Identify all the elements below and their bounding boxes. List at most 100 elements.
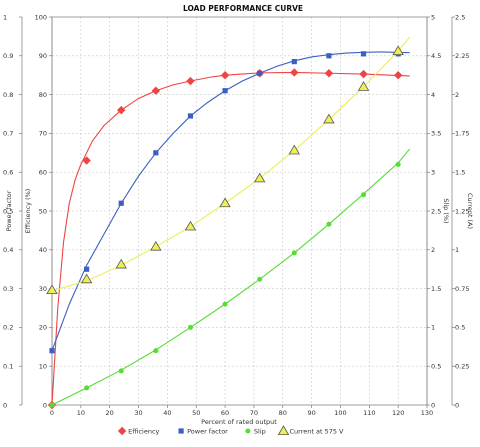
current-axis-tick-label: 2.5 bbox=[455, 13, 465, 21]
efficiency-point bbox=[186, 76, 195, 86]
current-at-575-v-point bbox=[323, 113, 335, 124]
x-tick-label: 30 bbox=[134, 409, 142, 417]
power-factor-axis-tick-label: 0.6 bbox=[3, 169, 13, 177]
x-tick-label: 50 bbox=[192, 409, 200, 417]
x-axis-title: Percent of rated output bbox=[201, 418, 277, 426]
slip-axis-tick-label: 3.5 bbox=[431, 130, 441, 138]
slip-axis-tick-label: 2 bbox=[431, 246, 435, 254]
x-tick-label: 10 bbox=[77, 409, 85, 417]
current-at-575-v-point bbox=[288, 144, 301, 155]
slip-point bbox=[291, 250, 297, 256]
slip-point bbox=[84, 385, 90, 391]
efficiency-point bbox=[290, 68, 299, 77]
power-factor-axis-tick-label: 1 bbox=[3, 13, 7, 21]
slip-point bbox=[361, 192, 367, 198]
x-tick-label: 70 bbox=[250, 409, 258, 417]
current-at-575-v-line bbox=[51, 36, 411, 292]
chart-title: LOAD PERFORMANCE CURVE bbox=[183, 4, 303, 13]
legend-item-power-factor: Power factor bbox=[178, 428, 228, 436]
current-at-575-v-point bbox=[115, 258, 127, 269]
current-at-575-v-point bbox=[184, 220, 197, 231]
slip-axis-tick-label: 1 bbox=[431, 324, 435, 332]
efficiency-axis-title: Efficiency (%) bbox=[24, 189, 32, 234]
x-tick-label: 100 bbox=[334, 409, 346, 417]
power-factor-axis-title: Power factor bbox=[5, 190, 13, 231]
power-factor-point bbox=[222, 88, 228, 94]
current-at-575-v-point bbox=[46, 284, 58, 295]
slip-axis-tick-label: 3 bbox=[431, 169, 435, 177]
power-factor-point bbox=[84, 266, 90, 272]
legend-item-current-at-575-v: Current at 575 V bbox=[277, 425, 344, 436]
slip-line bbox=[51, 148, 411, 406]
slip-point bbox=[153, 348, 159, 354]
current-axis-tick-label: 0.5 bbox=[455, 324, 465, 332]
legend-item-slip: Slip bbox=[245, 428, 266, 436]
legend: Efficiency Power factor Slip Current at 575… bbox=[117, 425, 344, 436]
current-at-575-v-point bbox=[80, 273, 93, 284]
power-factor-point bbox=[153, 150, 159, 156]
slip-point bbox=[222, 301, 228, 307]
slip-point bbox=[49, 402, 55, 408]
power-factor-axis-tick-label: 0.7 bbox=[3, 130, 13, 138]
legend-label-power-factor: Power factor bbox=[187, 428, 228, 436]
legend-marker-current-at-575-v bbox=[277, 425, 290, 435]
current-axis-tick-label: 0 bbox=[455, 401, 459, 409]
grid-layer bbox=[52, 17, 427, 405]
slip-point bbox=[326, 221, 332, 227]
current-axis-tick-label: 1 bbox=[455, 246, 459, 254]
efficiency-point bbox=[117, 105, 126, 115]
power-factor-axis-tick-label: 0 bbox=[3, 401, 7, 409]
efficiency-axis-tick-label: 20 bbox=[39, 324, 47, 332]
power-factor-axis-tick-label: 0.2 bbox=[3, 324, 13, 332]
x-tick-label: 20 bbox=[106, 409, 114, 417]
current-axis-tick-label: 0.25 bbox=[455, 363, 469, 371]
legend-marker-slip bbox=[245, 428, 251, 434]
efficiency-point bbox=[151, 86, 161, 95]
series-current-at-575-v bbox=[46, 36, 411, 295]
efficiency-line bbox=[51, 71, 410, 406]
power-factor-point bbox=[49, 348, 55, 354]
slip-point bbox=[118, 368, 124, 374]
current-axis-title: Current (A) bbox=[466, 193, 474, 229]
efficiency-axis-tick-label: 0 bbox=[43, 401, 47, 409]
slip-axis-tick-label: 0 bbox=[431, 401, 435, 409]
slip-axis-tick-label: 4 bbox=[431, 91, 435, 99]
power-factor-point bbox=[118, 200, 124, 206]
power-factor-point bbox=[326, 53, 332, 59]
efficiency-axis-tick-label: 30 bbox=[39, 285, 47, 293]
legend-label-efficiency: Efficiency bbox=[128, 428, 159, 436]
power-factor-axis-tick-label: 0.3 bbox=[3, 285, 13, 293]
current-axis-tick-label: 1.5 bbox=[455, 169, 465, 177]
efficiency-axis-tick-label: 100 bbox=[35, 13, 47, 21]
current-at-575-v-point bbox=[253, 172, 266, 183]
efficiency-axis-tick-label: 50 bbox=[39, 207, 47, 215]
current-axis-tick-label: 1.75 bbox=[455, 130, 469, 138]
power-factor-axis-tick-label: 0.9 bbox=[3, 52, 13, 60]
efficiency-axis-tick-label: 90 bbox=[39, 52, 47, 60]
power-factor-point bbox=[291, 59, 297, 65]
axes-layer: 0 10 20 30 40 50 60 70 80 90 100 110 120 13000.10.20.… bbox=[3, 13, 469, 417]
efficiency-axis-tick-label: 80 bbox=[39, 91, 47, 99]
current-axis-tick-label: 1.25 bbox=[455, 207, 469, 215]
power-factor-axis-tick-label: 0.5 bbox=[3, 207, 13, 215]
slip-axis-tick-label: 5 bbox=[431, 13, 435, 21]
efficiency-axis-tick-label: 60 bbox=[39, 169, 47, 177]
x-tick-label: 60 bbox=[221, 409, 229, 417]
x-tick-label: 90 bbox=[307, 409, 315, 417]
slip-axis-tick-label: 1.5 bbox=[431, 285, 441, 293]
slip-point bbox=[395, 161, 401, 167]
x-tick-label: 130 bbox=[421, 409, 433, 417]
current-at-575-v-point bbox=[150, 240, 162, 251]
power-factor-axis-tick-label: 0.1 bbox=[3, 363, 13, 371]
power-factor-point bbox=[360, 51, 367, 57]
efficiency-axis-tick-label: 10 bbox=[39, 363, 47, 371]
series-power-factor bbox=[49, 51, 410, 354]
current-axis-tick-label: 2 bbox=[455, 91, 459, 99]
x-tick-label: 0 bbox=[50, 409, 54, 417]
legend-label-slip: Slip bbox=[254, 428, 266, 436]
legend-marker-power-factor bbox=[178, 428, 184, 434]
slip-axis-tick-label: 4.5 bbox=[431, 52, 441, 60]
current-axis-tick-label: 0.75 bbox=[455, 285, 469, 293]
efficiency-axis-tick-label: 70 bbox=[39, 130, 47, 138]
